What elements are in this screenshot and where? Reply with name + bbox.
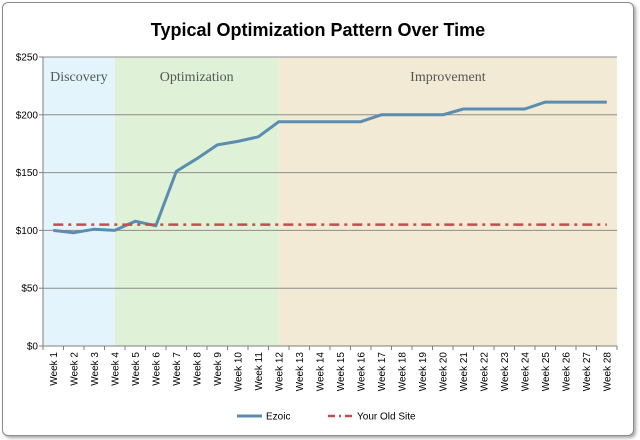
chart-title: Typical Optimization Pattern Over Time — [151, 20, 485, 40]
x-tick-label: Week 9 — [213, 352, 224, 386]
x-tick-label: Week 27 — [582, 352, 593, 392]
series-lines — [53, 100, 607, 235]
x-tick-label: Week 8 — [192, 352, 203, 386]
x-tick-label: Week 26 — [561, 352, 572, 392]
phase-bands: Discovery Optimization Improvement — [43, 57, 617, 346]
x-tick-label: Week 7 — [172, 352, 183, 386]
x-tick-label: Week 21 — [459, 352, 470, 392]
x-tick-label: Week 13 — [295, 352, 306, 392]
y-tick-label: $0 — [27, 342, 39, 353]
y-tick-label: $50 — [21, 284, 38, 295]
x-tick-label: Week 25 — [541, 352, 552, 392]
gridlines — [43, 56, 617, 289]
axis-labels: $0 $50 $100 $150 $200 $250 Week 1 Week 2 Week 3 W… — [16, 53, 614, 392]
y-tick-label: $250 — [16, 53, 39, 64]
x-tick-label: Week 16 — [356, 352, 367, 392]
y-tick-label: $100 — [16, 226, 39, 237]
x-tick-label: Week 2 — [69, 352, 80, 386]
x-tick-label: Week 17 — [377, 352, 388, 392]
phase-band-improvement — [278, 57, 617, 346]
x-tick-label: Week 15 — [336, 352, 347, 392]
phase-band-discovery — [43, 57, 115, 346]
x-tick-label: Week 23 — [500, 352, 511, 392]
y-tick-label: $200 — [16, 110, 39, 121]
x-tick-label: Week 24 — [520, 352, 531, 392]
y-tick-label: $150 — [16, 168, 39, 179]
x-tick-label: Week 10 — [233, 352, 244, 392]
x-tick-label: Week 14 — [315, 352, 326, 392]
legend: Ezoic Your Old Site — [237, 412, 416, 423]
x-tick-label: Week 20 — [438, 352, 449, 392]
phase-label-optimization: Optimization — [160, 70, 234, 85]
x-tick-label: Week 4 — [110, 352, 121, 386]
legend-label: Ezoic — [266, 412, 290, 423]
axes — [39, 56, 618, 350]
x-tick-label: Week 5 — [131, 352, 142, 386]
phase-band-optimization — [114, 57, 279, 346]
legend-label: Your Old Site — [357, 412, 416, 423]
phase-label-discovery: Discovery — [50, 70, 108, 85]
x-tick-label: Week 22 — [479, 352, 490, 392]
x-tick-label: Week 19 — [418, 352, 429, 392]
phase-label-improvement: Improvement — [410, 70, 486, 85]
x-tick-label: Week 12 — [274, 352, 285, 392]
x-tick-label: Week 18 — [397, 352, 408, 392]
x-tick-label: Week 11 — [254, 352, 265, 391]
x-tick-label: Week 1 — [49, 352, 60, 386]
x-tick-label: Week 3 — [90, 352, 101, 386]
x-tick-label: Week 6 — [151, 352, 162, 386]
x-tick-label: Week 28 — [602, 352, 613, 392]
